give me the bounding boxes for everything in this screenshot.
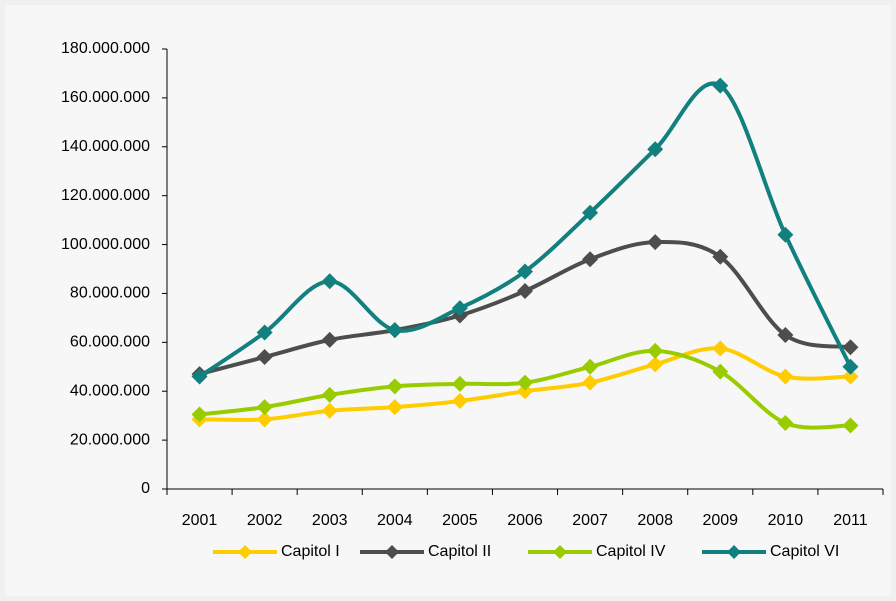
- marker: [777, 415, 794, 431]
- marker: [517, 374, 533, 391]
- marker: [777, 327, 794, 343]
- x-tick-label: 2008: [637, 512, 673, 529]
- marker: [842, 358, 859, 375]
- marker: [321, 386, 338, 403]
- marker: [712, 248, 729, 265]
- legend-label: Capitol I: [281, 543, 340, 560]
- marker: [647, 356, 664, 373]
- marker: [386, 322, 403, 339]
- y-tick-label: 160.000.000: [61, 89, 150, 106]
- x-tick-label: 2010: [768, 512, 804, 529]
- legend-marker: [385, 545, 399, 559]
- marker: [321, 331, 338, 348]
- marker: [256, 399, 273, 416]
- marker: [256, 349, 273, 365]
- marker: [842, 417, 859, 434]
- legend-label: Capitol II: [428, 543, 491, 560]
- marker: [517, 263, 533, 280]
- marker: [647, 141, 664, 158]
- marker: [647, 234, 664, 251]
- marker: [451, 393, 468, 409]
- marker: [517, 283, 533, 299]
- marker: [451, 300, 468, 317]
- y-tick-label: 60.000.000: [70, 334, 150, 351]
- marker: [712, 340, 729, 357]
- legend-marker: [553, 545, 567, 559]
- marker: [451, 375, 468, 392]
- series-line: [198, 81, 853, 379]
- marker: [842, 339, 859, 356]
- marker: [582, 204, 599, 221]
- y-tick-label: 0: [141, 480, 150, 497]
- y-tick-label: 140.000.000: [61, 138, 150, 155]
- x-tick-label: 2004: [377, 512, 413, 529]
- marker: [191, 368, 208, 385]
- x-tick-label: 2006: [507, 512, 543, 529]
- x-tick-label: 2009: [702, 512, 738, 529]
- marker: [517, 383, 533, 400]
- x-tick-label: 2002: [247, 512, 283, 529]
- marker: [582, 358, 599, 375]
- y-tick-label: 80.000.000: [70, 285, 150, 302]
- marker: [321, 402, 338, 419]
- marker: [321, 273, 338, 290]
- marker: [777, 226, 794, 243]
- x-tick-label: 2011: [833, 512, 868, 529]
- marker: [777, 368, 794, 385]
- chart-area: [5, 5, 891, 596]
- legend-label: Capitol IV: [596, 543, 666, 560]
- y-tick-label: 120.000.000: [61, 187, 150, 204]
- marker: [842, 368, 859, 385]
- y-tick-label: 180.000.000: [61, 40, 150, 57]
- legend-marker: [727, 545, 741, 559]
- y-tick-label: 40.000.000: [70, 382, 150, 399]
- x-tick-label: 2005: [442, 512, 478, 529]
- marker: [256, 324, 273, 341]
- marker: [386, 378, 403, 395]
- marker: [647, 342, 664, 359]
- x-tick-label: 2003: [312, 512, 348, 529]
- marker: [191, 406, 208, 423]
- marker: [712, 363, 729, 380]
- legend-marker: [238, 545, 252, 559]
- legend-label: Capitol VI: [770, 543, 839, 560]
- y-tick-label: 100.000.000: [61, 236, 150, 253]
- x-tick-label: 2007: [572, 512, 608, 529]
- marker: [712, 77, 729, 94]
- y-tick-label: 20.000.000: [70, 431, 150, 448]
- marker: [256, 411, 273, 428]
- marker: [386, 399, 403, 416]
- x-tick-label: 2001: [182, 512, 218, 529]
- marker: [582, 374, 599, 391]
- marker: [582, 251, 599, 268]
